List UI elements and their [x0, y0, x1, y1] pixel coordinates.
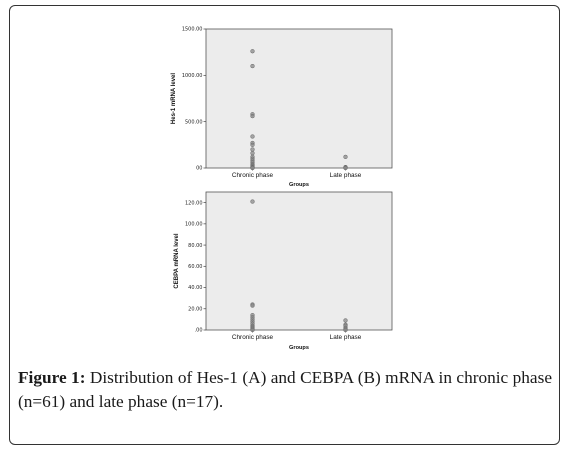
data-point: [250, 49, 255, 54]
y-tick-label: 100.00: [185, 222, 203, 228]
y-tick-label: .00: [195, 328, 203, 334]
y-axis-label: CEBPA mRNA level: [174, 233, 180, 288]
y-tick-label: 00: [196, 166, 202, 172]
y-tick-label: 1500.00: [182, 27, 203, 33]
data-point: [250, 142, 255, 147]
y-tick-label: 80.00: [188, 243, 202, 249]
data-point: [343, 318, 348, 323]
y-axis-label: Hes-1 mRNA level: [171, 73, 177, 124]
x-tick-label-chronic-phase: Chronic phase: [232, 334, 274, 341]
data-point: [343, 154, 348, 160]
y-tick-label: 1000.00: [182, 73, 203, 79]
y-tick-label: 40.00: [188, 285, 202, 291]
data-point: [250, 165, 255, 171]
data-point: [250, 63, 255, 69]
data-point: [343, 327, 348, 333]
x-tick-label-late-phase: Late phase: [330, 334, 362, 341]
x-tick-label-late-phase: Late phase: [330, 172, 362, 179]
y-tick-label: 120.00: [185, 200, 203, 206]
y-tick-label: 500.00: [185, 119, 203, 125]
data-point: [343, 165, 348, 171]
chart-panel-a: 00 500.00 1000.00 1500.00 Chronic phase Late …: [0, 0, 568, 190]
figure-text: Distribution of Hes-1 (A) and CEBPA (B) …: [18, 368, 552, 411]
figure-caption: Figure 1: Distribution of Hes-1 (A) and …: [18, 366, 552, 414]
y-tick-label: 20.00: [188, 306, 202, 312]
data-point: [250, 134, 255, 139]
chart-a-svg: 00 500.00 1000.00 1500.00 Chronic phase Late …: [171, 27, 393, 188]
chart-panel-b: .00 20.00 40.00 60.00 80.00 100.00 120.00 Chron…: [174, 191, 393, 351]
chart-b-svg: .00 20.00 40.00 60.00 80.00 100.00 120.00 Chron…: [174, 191, 393, 351]
plot-area: [205, 191, 393, 331]
x-tick-label-chronic-phase: Chronic phase: [232, 172, 274, 179]
x-axis-label: Groups: [289, 345, 309, 351]
data-point: [250, 199, 255, 204]
plot-area: [205, 28, 393, 169]
figure-label: Figure 1:: [18, 368, 86, 387]
data-point: [250, 303, 255, 308]
y-tick-label: 60.00: [188, 264, 202, 270]
data-point: [250, 327, 255, 333]
x-axis-label: Groups: [289, 182, 309, 188]
data-point: [250, 113, 255, 119]
